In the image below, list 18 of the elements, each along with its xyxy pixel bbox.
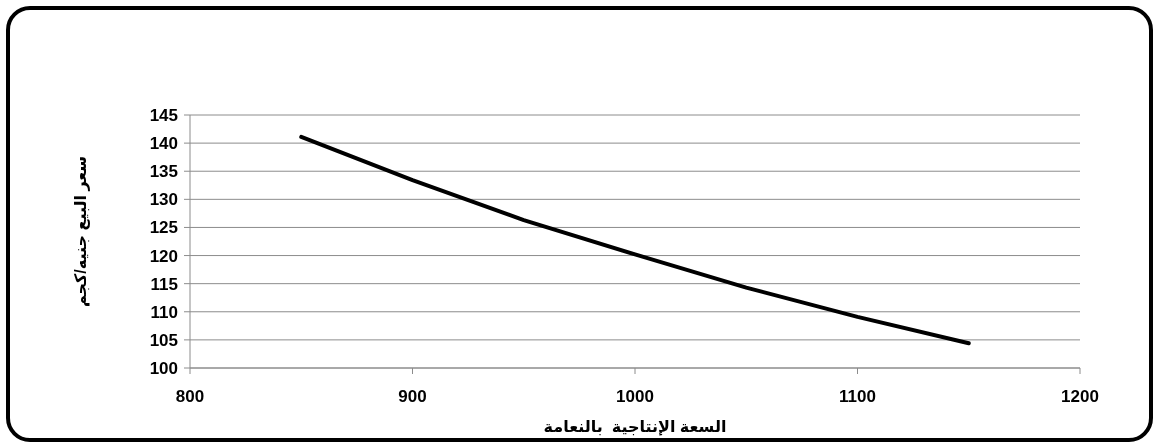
y-tick-label: 125 (149, 218, 178, 238)
x-tick-label: 1200 (1061, 387, 1099, 406)
y-axis-title: سعر البيع جنيه/كجم (72, 155, 90, 308)
y-tick-label: 100 (149, 359, 178, 378)
line-series (299, 134, 971, 346)
y-tick-label: 130 (149, 190, 178, 210)
x-tick-label: 1100 (839, 387, 876, 406)
x-tick-label: 900 (398, 387, 427, 406)
x-tick-label: 1000 (616, 387, 654, 406)
y-tick-label: 110 (150, 302, 178, 322)
y-tick-label: 140 (149, 134, 178, 154)
y-tick-label: 135 (149, 162, 178, 182)
y-tick-label: 115 (150, 274, 178, 294)
y-tick-label: 105 (149, 330, 178, 350)
x-axis-title: السعة الإنتاجية بالنعامة (543, 418, 727, 436)
y-tick-label: 120 (149, 246, 178, 266)
x-tick-label: 800 (175, 387, 205, 406)
y-tick-label: 145 (149, 106, 178, 125)
